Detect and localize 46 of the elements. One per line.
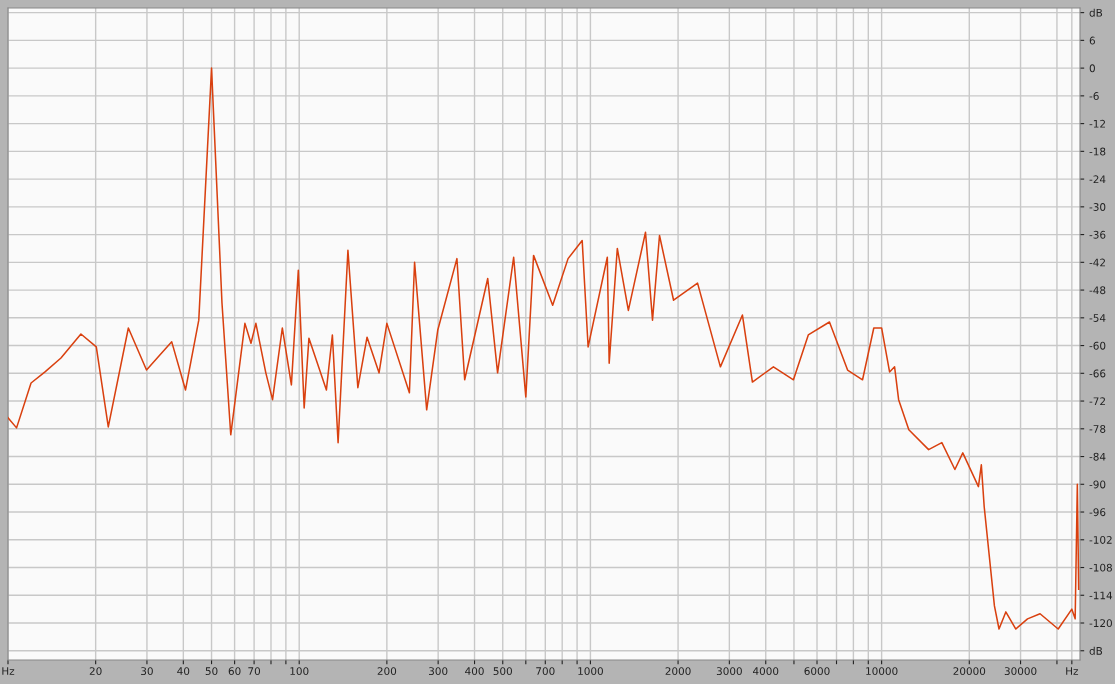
y-tick-label: -60 (1089, 341, 1106, 350)
x-tick-label: 60 (228, 667, 241, 676)
y-tick-label: 0 (1089, 64, 1095, 73)
x-tick-label: 300 (429, 667, 448, 676)
x-tick-label: 200 (377, 667, 397, 676)
x-tick-label: 400 (465, 667, 484, 676)
x-tick-label: 40 (177, 667, 190, 676)
y-tick-label: 6 (1089, 36, 1095, 45)
y-tick-label: -108 (1089, 563, 1112, 572)
y-tick-label: dB (1089, 8, 1103, 17)
x-tick-label: 3000 (716, 667, 742, 676)
y-tick-label: dB (1089, 646, 1103, 655)
x-tick-label: 6000 (804, 667, 830, 676)
x-tick-label: 4000 (752, 667, 779, 676)
y-tick-label: -78 (1089, 425, 1106, 433)
y-tick-label: -114 (1089, 591, 1113, 600)
y-tick-label: -30 (1089, 203, 1106, 211)
x-tick-label: Hz (1066, 667, 1079, 675)
y-tick-label: -12 (1089, 119, 1105, 128)
y-tick-label: -72 (1089, 397, 1105, 406)
x-tick-label: 10000 (866, 667, 898, 676)
y-tick-label: -90 (1089, 480, 1106, 489)
y-tick-label: -84 (1089, 452, 1106, 461)
x-tick-label: 1000 (578, 667, 603, 676)
y-tick-label: -18 (1089, 147, 1106, 156)
y-tick-label: -66 (1089, 369, 1106, 378)
x-tick-label: Hz (2, 667, 15, 675)
x-tick-label: 50 (205, 667, 218, 676)
x-tick-label: 30 (141, 667, 153, 676)
y-tick-label: -120 (1089, 619, 1112, 628)
x-tick-label: 2000 (665, 667, 691, 676)
y-tick-label: -102 (1089, 536, 1112, 544)
x-tick-label: 70 (248, 667, 261, 676)
y-tick-label: -54 (1089, 314, 1106, 322)
y-tick-label: -42 (1089, 258, 1105, 267)
x-tick-label: 700 (536, 667, 555, 676)
x-tick-label: 30000 (1004, 667, 1037, 676)
y-tick-label: -48 (1089, 286, 1106, 295)
y-tick-label: -96 (1089, 508, 1106, 517)
y-tick-label: -24 (1089, 175, 1106, 184)
y-tick-label: -36 (1089, 230, 1106, 239)
y-tick-label: -6 (1089, 92, 1099, 100)
x-tick-label: 500 (493, 667, 512, 676)
x-tick-label: 20 (89, 667, 102, 676)
x-tick-label: 20000 (953, 667, 986, 676)
x-tick-label: 100 (290, 667, 309, 676)
